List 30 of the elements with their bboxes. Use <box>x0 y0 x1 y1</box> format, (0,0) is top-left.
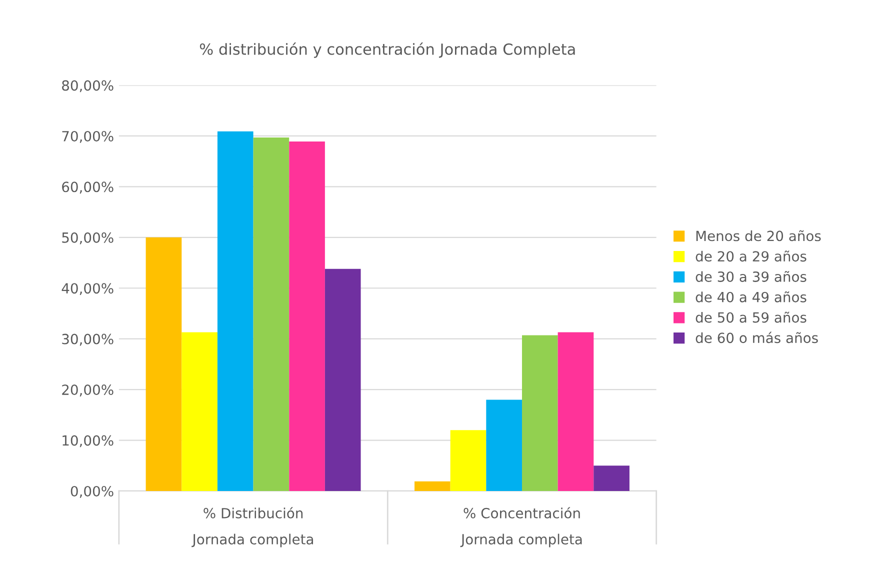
x-tick-label: % Distribución Jornada completa <box>192 507 314 548</box>
bar <box>594 466 630 491</box>
legend-label: de 60 o más años <box>696 332 818 344</box>
y-tick-label: 10,00% <box>62 435 114 448</box>
bar <box>558 332 594 491</box>
y-tick-label: 50,00% <box>62 232 114 244</box>
bar <box>450 430 486 491</box>
legend-label: de 40 a 49 años <box>696 291 806 302</box>
bar <box>522 335 558 491</box>
y-tick-label: 80,00% <box>62 80 114 92</box>
legend-label: de 30 a 39 años <box>696 270 806 282</box>
bar <box>289 142 325 491</box>
legend-label: Menos de 20 años <box>696 230 821 242</box>
legend-label: de 50 a 59 años <box>696 312 806 323</box>
chart-title: % distribución y concentración Jornada Completa <box>200 42 575 58</box>
y-tick-label: 60,00% <box>62 182 114 194</box>
bar <box>414 481 450 491</box>
y-tick-label: 0,00% <box>70 486 114 498</box>
x-tick-label: % Concentración Jornada completa <box>460 507 582 548</box>
y-tick-label: 30,00% <box>62 334 114 346</box>
y-tick-label: 40,00% <box>62 283 114 296</box>
bar <box>486 400 522 491</box>
legend-label: de 20 a 29 años <box>696 250 806 262</box>
bar <box>182 332 218 491</box>
y-tick-label: 70,00% <box>62 130 114 143</box>
bar <box>146 237 182 491</box>
bar <box>217 131 254 491</box>
bar <box>253 137 290 491</box>
bar <box>324 268 361 491</box>
y-tick-label: 20,00% <box>62 384 114 396</box>
